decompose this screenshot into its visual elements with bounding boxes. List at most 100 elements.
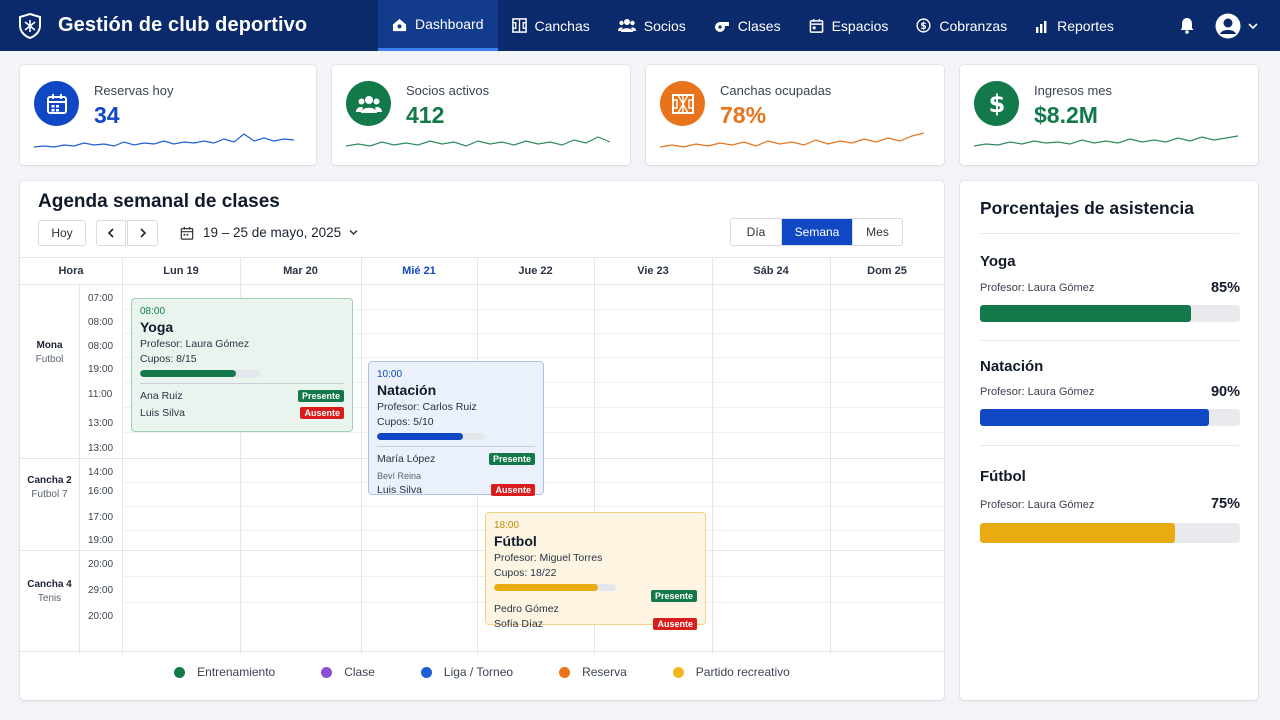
attendance-class-name: Natación [980, 358, 1044, 375]
legend-label: Liga / Torneo [443, 665, 514, 679]
prev-week-button[interactable] [96, 220, 126, 246]
event-teacher: Profesor: Carlos Ruiz [377, 401, 477, 413]
status-badge[interactable]: Ausente [300, 406, 344, 419]
dollar-icon: $ [974, 81, 1019, 126]
attendee-name: María López [377, 452, 436, 465]
legend-label: Clase [344, 665, 375, 679]
event-time: 10:00 [377, 369, 403, 380]
status-badge[interactable]: Presente [650, 589, 697, 602]
status-badge[interactable]: Presente [488, 452, 535, 465]
nav-socios[interactable]: Socios [604, 0, 700, 51]
dollar-icon: $ [916, 18, 931, 33]
avatar-icon[interactable] [1215, 13, 1241, 39]
sparkline [346, 136, 611, 147]
time-label: 13:00 [88, 418, 114, 429]
time-label: 11:00 [88, 389, 113, 400]
nav-canchas[interactable]: Canchas [498, 0, 604, 51]
time-label: 08:00 [88, 317, 114, 328]
today-button[interactable]: Hoy [38, 220, 86, 246]
nav-espacios[interactable]: Espacios [795, 0, 903, 51]
court-sport: Futbol [35, 354, 64, 365]
kpi-value: 34 [94, 102, 120, 128]
attendance-percent: 75% [1210, 496, 1240, 512]
nav-label: Reportes [1057, 17, 1114, 34]
legend-dot [174, 666, 186, 678]
sparkline [34, 133, 295, 148]
status-badge[interactable]: Ausente [491, 483, 535, 496]
legend-label: Partido recreativo [695, 665, 790, 679]
time-label: 19:00 [88, 535, 114, 546]
svg-text:$: $ [988, 90, 1005, 118]
nav-label: Dashboard [415, 16, 484, 32]
grid-line [122, 333, 944, 334]
day-header[interactable]: Dom 25 [830, 258, 944, 285]
grid-line [122, 506, 944, 507]
kpi-card-socios: Socios activos 412 [332, 65, 630, 165]
svg-text:$: $ [921, 21, 928, 32]
kpi-value: 412 [406, 102, 445, 128]
event-teacher: Profesor: Laura Gómez [140, 338, 250, 350]
calendar-icon [809, 18, 823, 33]
day-header[interactable]: Vie 23 [594, 258, 712, 285]
kpi-value: $8.2M [1034, 102, 1098, 128]
time-label: 08:00 [88, 341, 114, 352]
day-header[interactable]: Mar 20 [240, 258, 361, 285]
court-icon [511, 18, 527, 33]
date-range-picker[interactable]: 19 – 25 de mayo, 2025 [180, 225, 358, 240]
grid-line [20, 550, 944, 551]
class-event-yoga[interactable]: 08:00 Yoga Profesor: Laura Gómez Cupos: … [131, 298, 353, 432]
nav-clases[interactable]: Clases [700, 0, 795, 51]
chevron-down-icon[interactable] [1248, 22, 1258, 30]
calendar-icon [34, 81, 79, 126]
time-label: 13:00 [88, 443, 114, 454]
day-header-current[interactable]: Mié 21 [361, 258, 477, 285]
day-header[interactable]: Lun 19 [122, 258, 240, 285]
time-label: 19:00 [88, 364, 114, 375]
view-month-button[interactable]: Mes [852, 219, 902, 245]
calendar-icon [180, 226, 194, 240]
view-day-button[interactable]: Día [746, 225, 766, 239]
court-name: Cancha 4 [27, 579, 72, 590]
event-time: 08:00 [140, 306, 166, 317]
spots-bar [494, 584, 616, 591]
day-header[interactable]: Sáb 24 [712, 258, 830, 285]
kpi-card-ingresos: $ Ingresos mes $8.2M [960, 65, 1258, 165]
event-spots: Cupos: 18/22 [494, 567, 557, 579]
class-event-futbol[interactable]: 18:00 Fútbol Profesor: Miguel Torres Cup… [485, 512, 706, 630]
legend-item: Entrenamiento [174, 665, 275, 679]
class-event-natacion[interactable]: 10:00 Natación Profesor: Carlos Ruiz Cup… [368, 361, 544, 496]
nav-cobranzas[interactable]: $ Cobranzas [902, 0, 1021, 51]
bell-icon[interactable] [1179, 17, 1195, 34]
kpi-label: Reservas hoy [94, 83, 174, 98]
nav-reportes[interactable]: Reportes [1021, 0, 1128, 51]
nav-label: Espacios [831, 17, 889, 34]
time-label: 07:00 [88, 293, 114, 304]
view-week-button[interactable]: Semana [781, 219, 852, 245]
brand: Gestión de club deportivo [0, 12, 378, 39]
event-spots: Cupos: 8/15 [140, 353, 197, 365]
court-icon [660, 81, 705, 126]
event-name: Natación [377, 382, 437, 398]
status-badge[interactable]: Ausente [653, 617, 697, 630]
attendee-row: Luis Silva Ausente [140, 406, 344, 419]
attendance-bar-fill [980, 305, 1191, 322]
grid-line [79, 285, 80, 654]
legend-item: Partido recreativo [672, 665, 790, 679]
nav-dashboard[interactable]: Dashboard [378, 0, 498, 51]
sparkline [974, 135, 1239, 147]
attendance-teacher: Profesor: Laura Gómez [980, 282, 1095, 294]
day-header[interactable]: Jue 22 [477, 258, 594, 285]
attendance-bar-fill [980, 523, 1175, 543]
grid-line [594, 258, 595, 654]
next-week-button[interactable] [127, 220, 158, 246]
nav-label: Socios [643, 17, 686, 34]
grid-line [830, 258, 831, 654]
attendee-name: Ana Ruiz [140, 389, 183, 402]
kpi-label: Canchas ocupadas [720, 83, 832, 98]
status-badge[interactable]: Presente [297, 389, 344, 402]
grid-line [122, 258, 123, 654]
kpi-value: 78% [720, 102, 767, 128]
attendance-bar [980, 523, 1240, 543]
week-calendar-grid: Hora Lun 19 Mar 20 Mié 21 Jue 22 Vie 23 … [20, 257, 944, 654]
court-name: Mona [36, 340, 63, 351]
